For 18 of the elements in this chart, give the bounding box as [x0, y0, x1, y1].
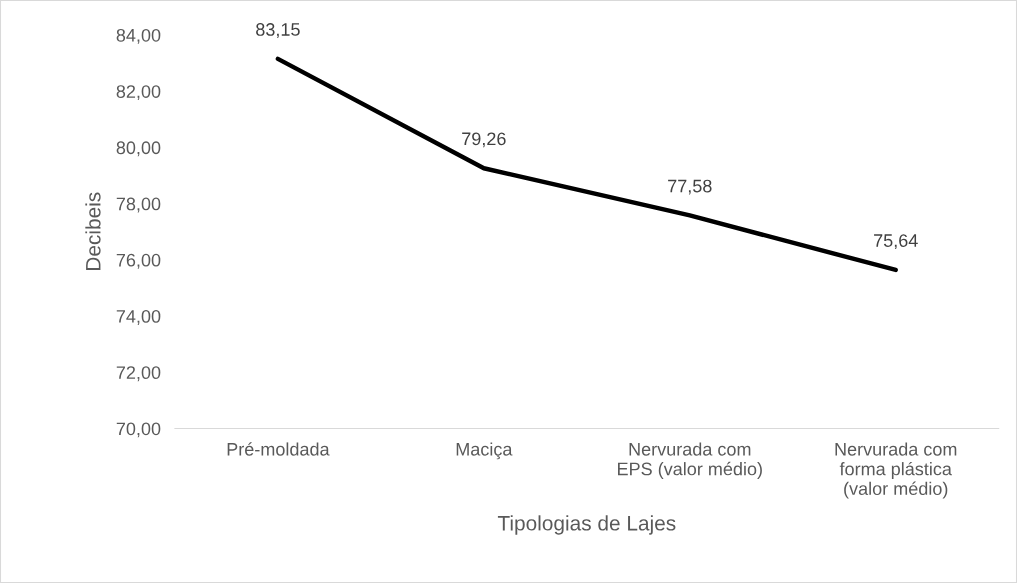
y-tick-label: 76,00 — [116, 253, 161, 269]
x-tick-label: Maciça — [456, 442, 513, 460]
data-label: 77,58 — [668, 179, 712, 195]
y-tick-label: 70,00 — [116, 422, 161, 438]
data-label: 75,64 — [874, 234, 918, 250]
y-tick-label: 84,00 — [116, 28, 161, 44]
data-label: 83,15 — [256, 23, 300, 38]
y-tick-label: 74,00 — [116, 310, 161, 325]
x-tick-label: Pré-moldada — [227, 442, 330, 456]
x-axis-title: Tipologias de Lajes — [497, 515, 676, 535]
y-tick-label: 78,00 — [116, 197, 161, 213]
y-axis-title: Decibeis — [85, 192, 101, 270]
y-tick-label: 82,00 — [116, 85, 161, 101]
data-label: 79,26 — [462, 132, 506, 148]
y-tick-label: 80,00 — [116, 141, 161, 157]
y-tick-label: 72,00 — [116, 366, 161, 382]
x-tick-label: Nervurada com EPS (valor médio) — [618, 442, 762, 479]
x-tick-label: Nervurada com forma plástica (valor médio) — [835, 442, 957, 499]
